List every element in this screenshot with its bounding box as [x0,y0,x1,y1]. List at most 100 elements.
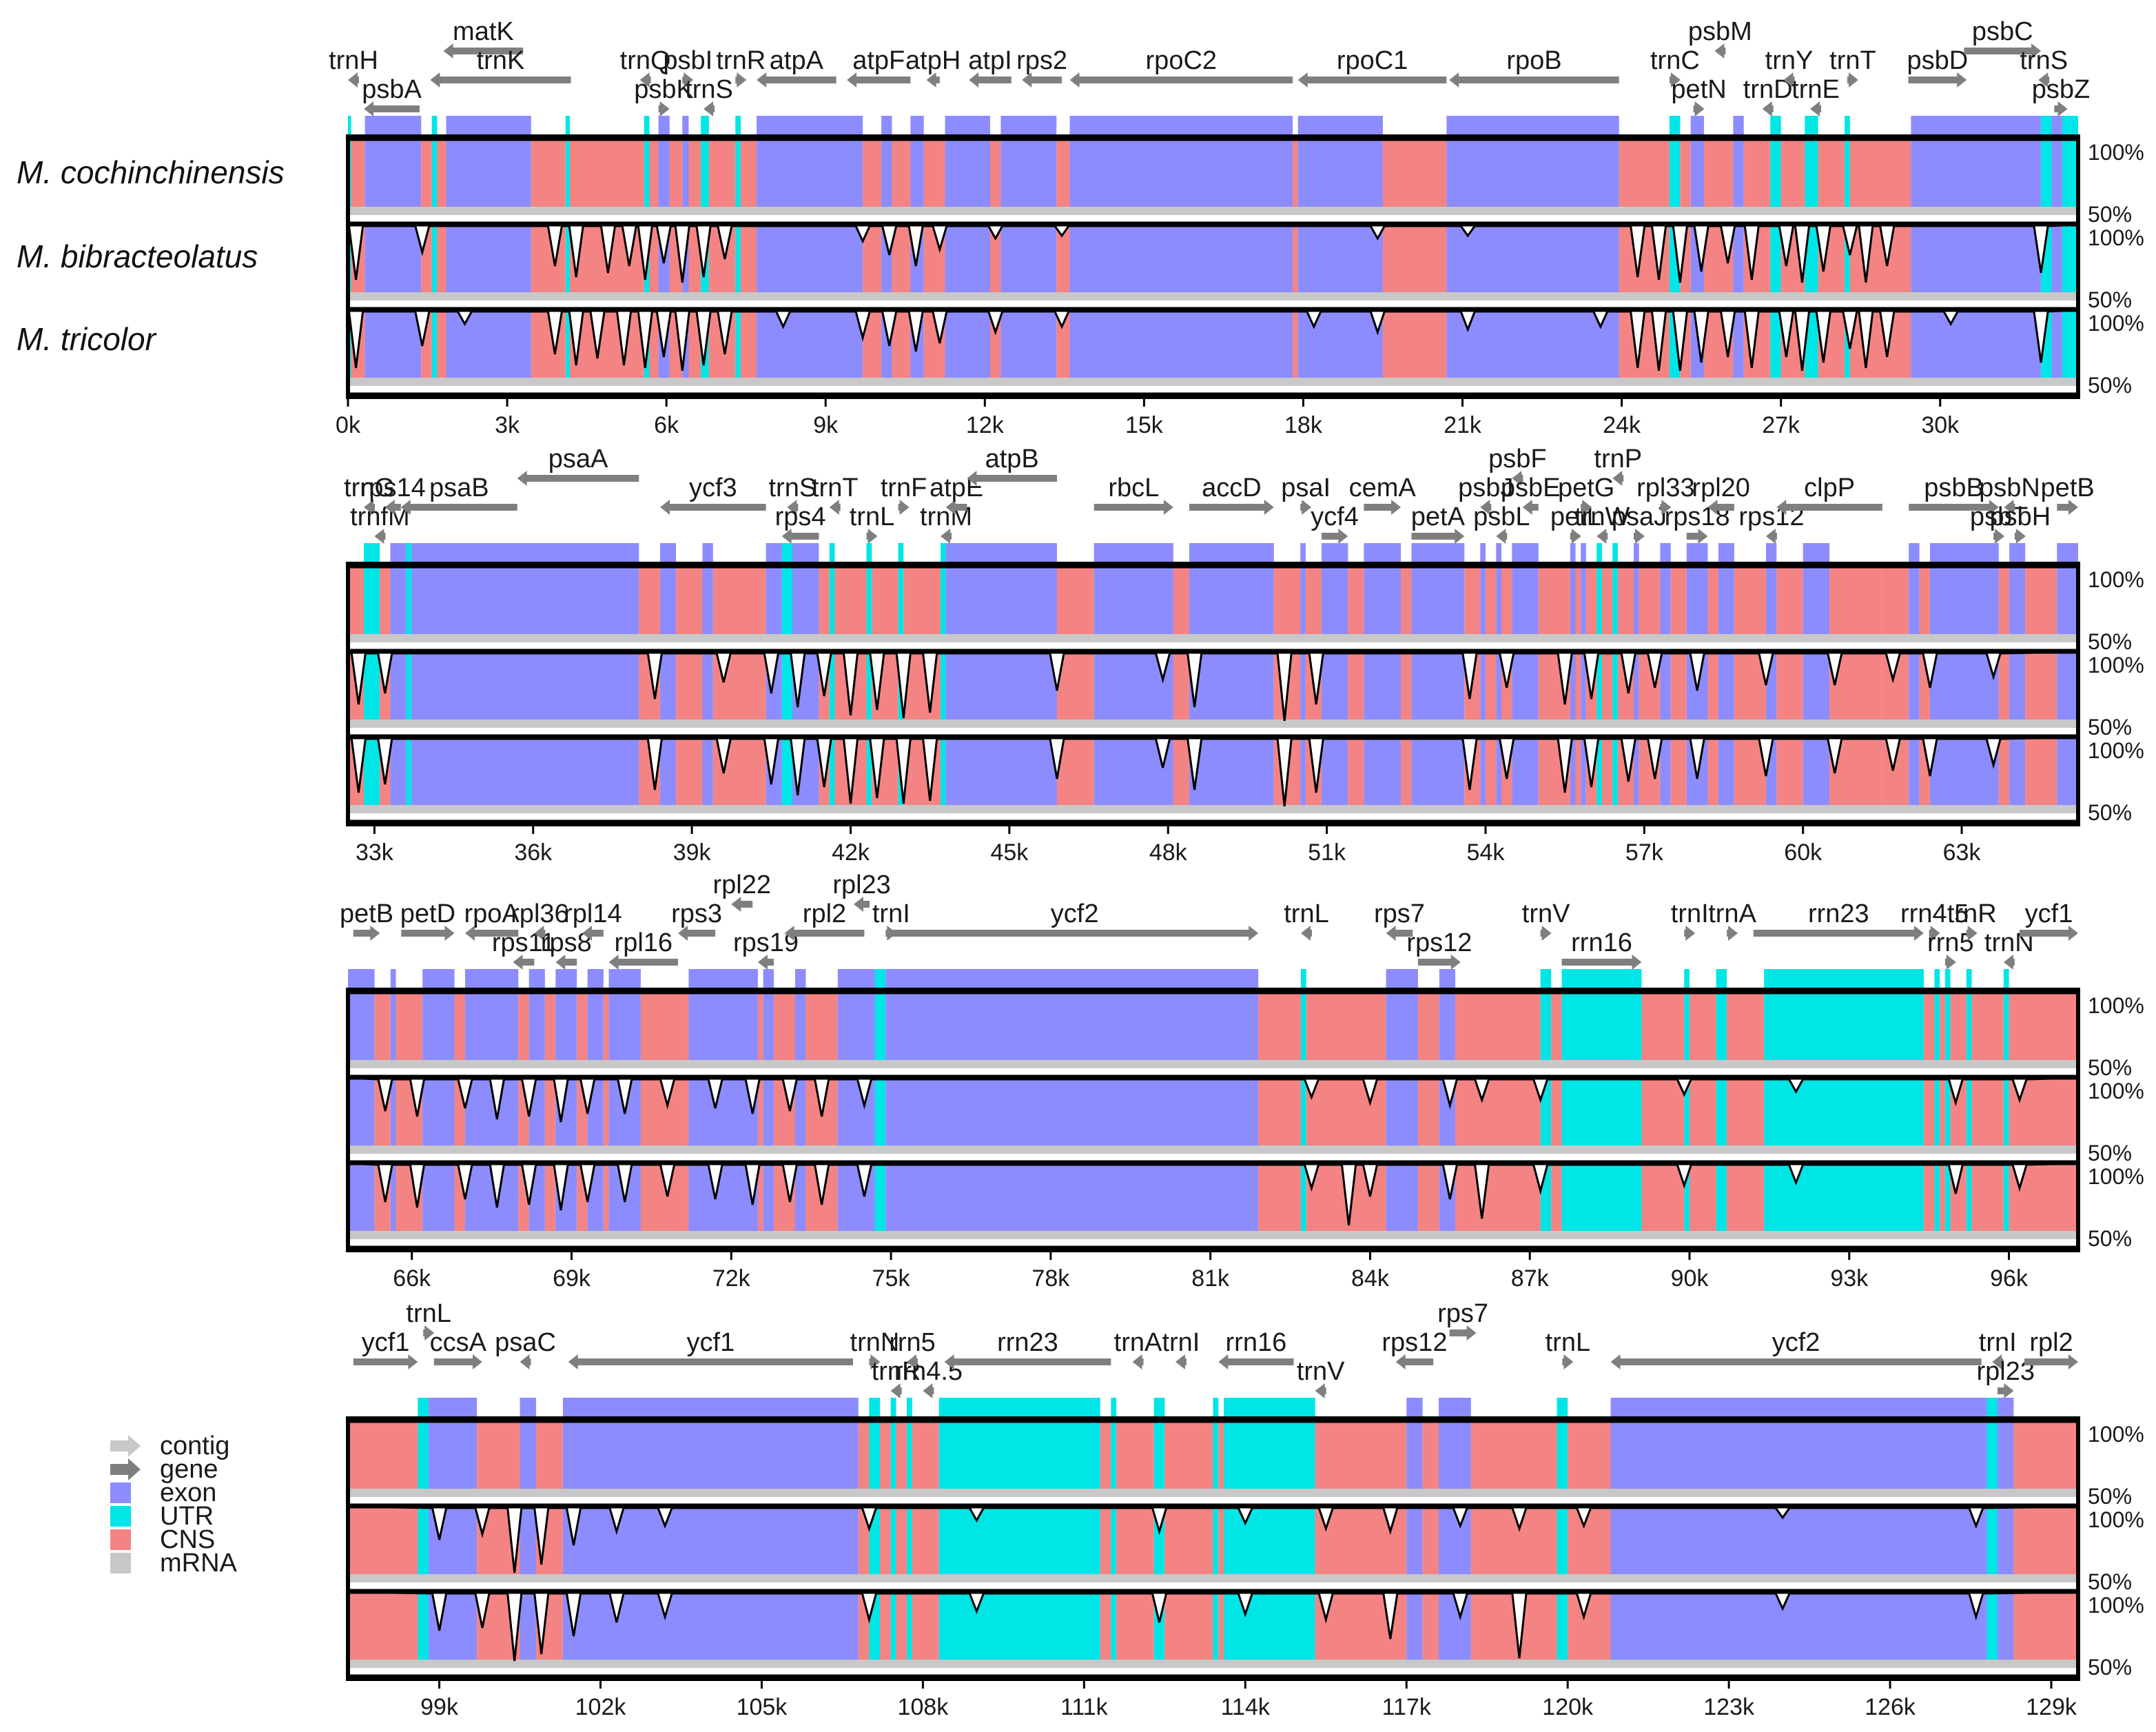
gene-arrow [2003,955,2015,970]
segment-utr [565,116,570,139]
gene-label: psaC [495,1328,556,1357]
gene-label: trnY [1765,46,1814,75]
gene-label: rps3 [671,899,722,928]
gene-arrow [1776,500,1882,515]
gene-label: trnV [1522,899,1570,928]
y-tick-50: 50% [2088,202,2132,227]
track-segment-cns [1971,1163,2004,1238]
segment-exon [1439,969,1456,992]
x-tick-label: 114k [1221,1694,1271,1720]
track-segment-utr [1986,1592,1998,1667]
track-segment-utr [907,1421,912,1496]
gene-label: petB [2041,473,2095,502]
gene-rps7: rps7 [1437,1299,1488,1341]
gene-label: rpl2 [2029,1328,2073,1357]
segment-utr [1944,969,1951,992]
legend-swatch [110,1435,141,1457]
track-segment-exon [1000,310,1057,385]
gene-rrn16: rrn16 [1218,1328,1294,1369]
gene-label: rrn5 [1927,928,1974,957]
segment-exon [528,969,545,992]
track-segment-cns [1998,652,2010,726]
track-segment-utr [869,1507,881,1581]
track-segment-cns [1417,1163,1439,1238]
track-segment-utr [1944,1163,1951,1238]
contig-bar [348,292,2078,300]
track-segment-utr [907,1592,912,1667]
gene-label: petL [1550,502,1601,531]
track-segment-cns [903,567,941,641]
gene-label: psaA [548,445,608,473]
gene-arrow [890,1383,902,1398]
gene-arrow [608,955,679,970]
track-segment-cns [757,992,763,1067]
legend-label: CNS [160,1525,215,1554]
gene-trnA: trnA [1114,1328,1162,1369]
track-segment-exon [766,567,782,641]
segment-exon [2009,543,2026,567]
track-segment-utr [866,737,872,812]
track-segment-cns [1306,992,1386,1067]
gene-arrow [1998,1383,2014,1398]
track-segment-cns [708,139,736,214]
track-segment-cns [688,225,701,299]
x-tick-label: 72k [712,1265,751,1292]
track-segment-cns [1575,652,1581,726]
gene-atpI: atpI [968,46,1012,88]
panel-frame [346,1416,2080,1681]
track-segment-cns [603,992,609,1067]
track-segment-exon [2051,225,2062,299]
segment-utr [701,116,709,139]
track-segment-cns [1727,1078,1765,1152]
segment-utr [1684,969,1690,992]
track-segment-cns [858,1507,870,1581]
track-segment-utr [1561,1163,1642,1238]
x-tick-label: 117k [1382,1694,1432,1720]
gene-ycf3: ycf3 [660,473,766,515]
track-segment-exon [1069,310,1293,385]
track-segment-exon [390,1078,396,1152]
track-segment-cns [1401,652,1412,726]
gene-label: rrn23 [997,1328,1058,1357]
track-segment-exon [885,1163,1259,1238]
track-segment-cns [912,1507,939,1581]
gene-arrow [555,955,577,970]
track-segment-exon [1610,1592,1987,1667]
track-segment-exon [446,225,531,299]
legend-label: mRNA [160,1549,238,1578]
x-tick-label: 0k [336,412,361,438]
track-segment-exon [1686,567,1708,641]
gene-label: trnR [1947,899,1997,928]
track-segment-exon [1909,652,1920,726]
contig-bar [348,1489,2078,1497]
y-tick-100: 100% [2088,225,2144,250]
track-segment-cns [863,225,882,299]
track-segment-cns [1743,139,1771,214]
track-segment-utr [1764,992,1924,1067]
gene-psaI: psaI [1281,473,1331,515]
track-segment-cns [2013,1592,2078,1667]
gene-label: petD [400,899,455,928]
gene-label: trnS [685,75,733,104]
track-segment-exon [945,225,990,299]
track-segment-cns [1293,225,1298,299]
x-tick-label: 90k [1671,1265,1710,1292]
gene-label: atpA [770,46,824,75]
gene-rps2: rps2 [1016,46,1067,88]
track-segment-exon [1446,139,1619,214]
gene-arrow [1218,1354,1294,1369]
gene-psbA: psbA [362,75,422,116]
track-segment-exon [794,1078,806,1152]
track-segment-cns [1670,567,1687,641]
gene-accD: accD [1189,473,1274,515]
identity-track-1: 100% 50% [346,564,2144,654]
gene-label: psbM [1688,17,1752,46]
gene-arrow [443,43,524,59]
track-segment-utr [735,139,741,214]
track-segment-exon [1570,652,1576,726]
gene-psbM: psbM [1688,17,1752,59]
gene-label: rps12 [1382,1328,1447,1357]
track-segment-cns [1455,1078,1541,1152]
